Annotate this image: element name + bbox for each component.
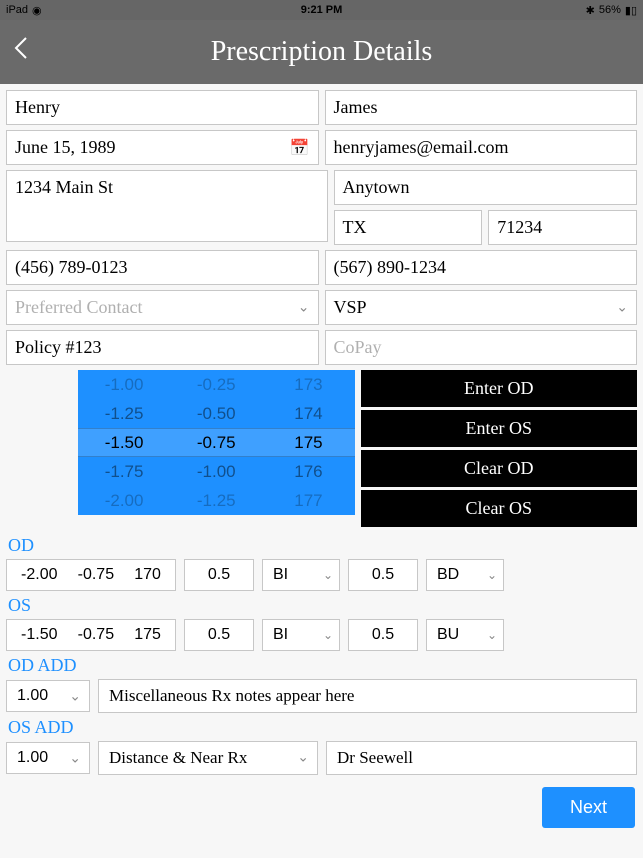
device-label: iPad	[6, 4, 28, 16]
doctor-field[interactable]: Dr Seewell	[326, 741, 637, 775]
phone2-field[interactable]: (567) 890-1234	[325, 250, 638, 285]
os-base1-select[interactable]: BI⌄	[262, 619, 340, 651]
os-add-label: OS ADD	[8, 717, 637, 738]
picker-row[interactable]: -1.50-0.75175	[78, 428, 355, 457]
rx-picker[interactable]: -1.00-0.25173-1.25-0.50174-1.50-0.75175-…	[78, 370, 355, 515]
phone1-field[interactable]: (456) 789-0123	[6, 250, 319, 285]
preferred-contact-select[interactable]: Preferred Contact ⌄	[6, 290, 319, 325]
rx-notes-field[interactable]: Miscellaneous Rx notes appear here	[98, 679, 637, 713]
os-base2-select[interactable]: BU⌄	[426, 619, 504, 651]
od-prism2[interactable]: 0.5	[348, 559, 418, 591]
policy-field[interactable]: Policy #123	[6, 330, 319, 365]
wifi-icon: ◉	[32, 4, 42, 17]
os-prism1[interactable]: 0.5	[184, 619, 254, 651]
last-name-field[interactable]: James	[325, 90, 638, 125]
od-label: OD	[8, 535, 637, 556]
copay-field[interactable]: CoPay	[325, 330, 638, 365]
os-label: OS	[8, 595, 637, 616]
back-button[interactable]	[12, 34, 30, 70]
chevron-down-icon: ⌄	[616, 299, 628, 316]
battery-pct: 56%	[599, 4, 621, 16]
chevron-down-icon: ⌄	[69, 688, 81, 705]
first-name-field[interactable]: Henry	[6, 90, 319, 125]
enter-od-button[interactable]: Enter OD	[361, 370, 638, 407]
os-prism2[interactable]: 0.5	[348, 619, 418, 651]
page-title: Prescription Details	[211, 36, 433, 68]
clear-od-button[interactable]: Clear OD	[361, 450, 638, 487]
od-base2-select[interactable]: BD⌄	[426, 559, 504, 591]
os-sph-cyl-axis[interactable]: -1.50 -0.75 175	[6, 619, 176, 651]
header: Prescription Details	[0, 20, 643, 84]
picker-row[interactable]: -2.00-1.25177	[78, 486, 355, 515]
battery-icon: ▮▯	[625, 4, 637, 17]
chevron-down-icon: ⌄	[298, 299, 310, 316]
rx-type-select[interactable]: Distance & Near Rx⌄	[98, 741, 318, 775]
chevron-down-icon: ⌄	[323, 568, 333, 582]
chevron-down-icon: ⌄	[69, 750, 81, 767]
od-prism1[interactable]: 0.5	[184, 559, 254, 591]
clear-os-button[interactable]: Clear OS	[361, 490, 638, 527]
chevron-down-icon: ⌄	[487, 628, 497, 642]
dob-value: June 15, 1989	[15, 137, 116, 158]
od-base1-select[interactable]: BI⌄	[262, 559, 340, 591]
address-field[interactable]: 1234 Main St	[6, 170, 328, 242]
picker-row[interactable]: -1.25-0.50174	[78, 399, 355, 428]
chevron-down-icon: ⌄	[297, 750, 309, 767]
status-bar: iPad ◉ 9:21 PM ✱ 56% ▮▯	[0, 0, 643, 20]
od-add-label: OD ADD	[8, 655, 637, 676]
next-button[interactable]: Next	[542, 787, 635, 828]
dob-field[interactable]: June 15, 1989 📅	[6, 130, 319, 165]
state-field[interactable]: TX	[334, 210, 483, 245]
picker-row[interactable]: -1.00-0.25173	[78, 370, 355, 399]
od-sph-cyl-axis[interactable]: -2.00 -0.75 170	[6, 559, 176, 591]
insurance-value: VSP	[334, 297, 367, 318]
preferred-contact-placeholder: Preferred Contact	[15, 297, 142, 318]
insurance-select[interactable]: VSP ⌄	[325, 290, 638, 325]
status-time: 9:21 PM	[301, 4, 343, 16]
od-add-select[interactable]: 1.00⌄	[6, 680, 90, 712]
picker-row[interactable]: -1.75-1.00176	[78, 457, 355, 486]
zip-field[interactable]: 71234	[488, 210, 637, 245]
bluetooth-icon: ✱	[586, 4, 595, 17]
calendar-icon[interactable]: 📅	[290, 138, 310, 158]
chevron-down-icon: ⌄	[487, 568, 497, 582]
chevron-down-icon: ⌄	[323, 628, 333, 642]
enter-os-button[interactable]: Enter OS	[361, 410, 638, 447]
os-add-select[interactable]: 1.00⌄	[6, 742, 90, 774]
city-field[interactable]: Anytown	[334, 170, 638, 205]
email-field[interactable]: henryjames@email.com	[325, 130, 638, 165]
